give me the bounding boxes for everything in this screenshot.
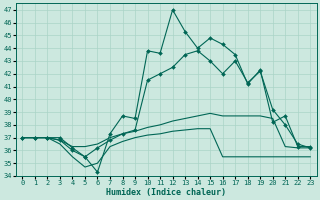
X-axis label: Humidex (Indice chaleur): Humidex (Indice chaleur) xyxy=(106,188,226,197)
